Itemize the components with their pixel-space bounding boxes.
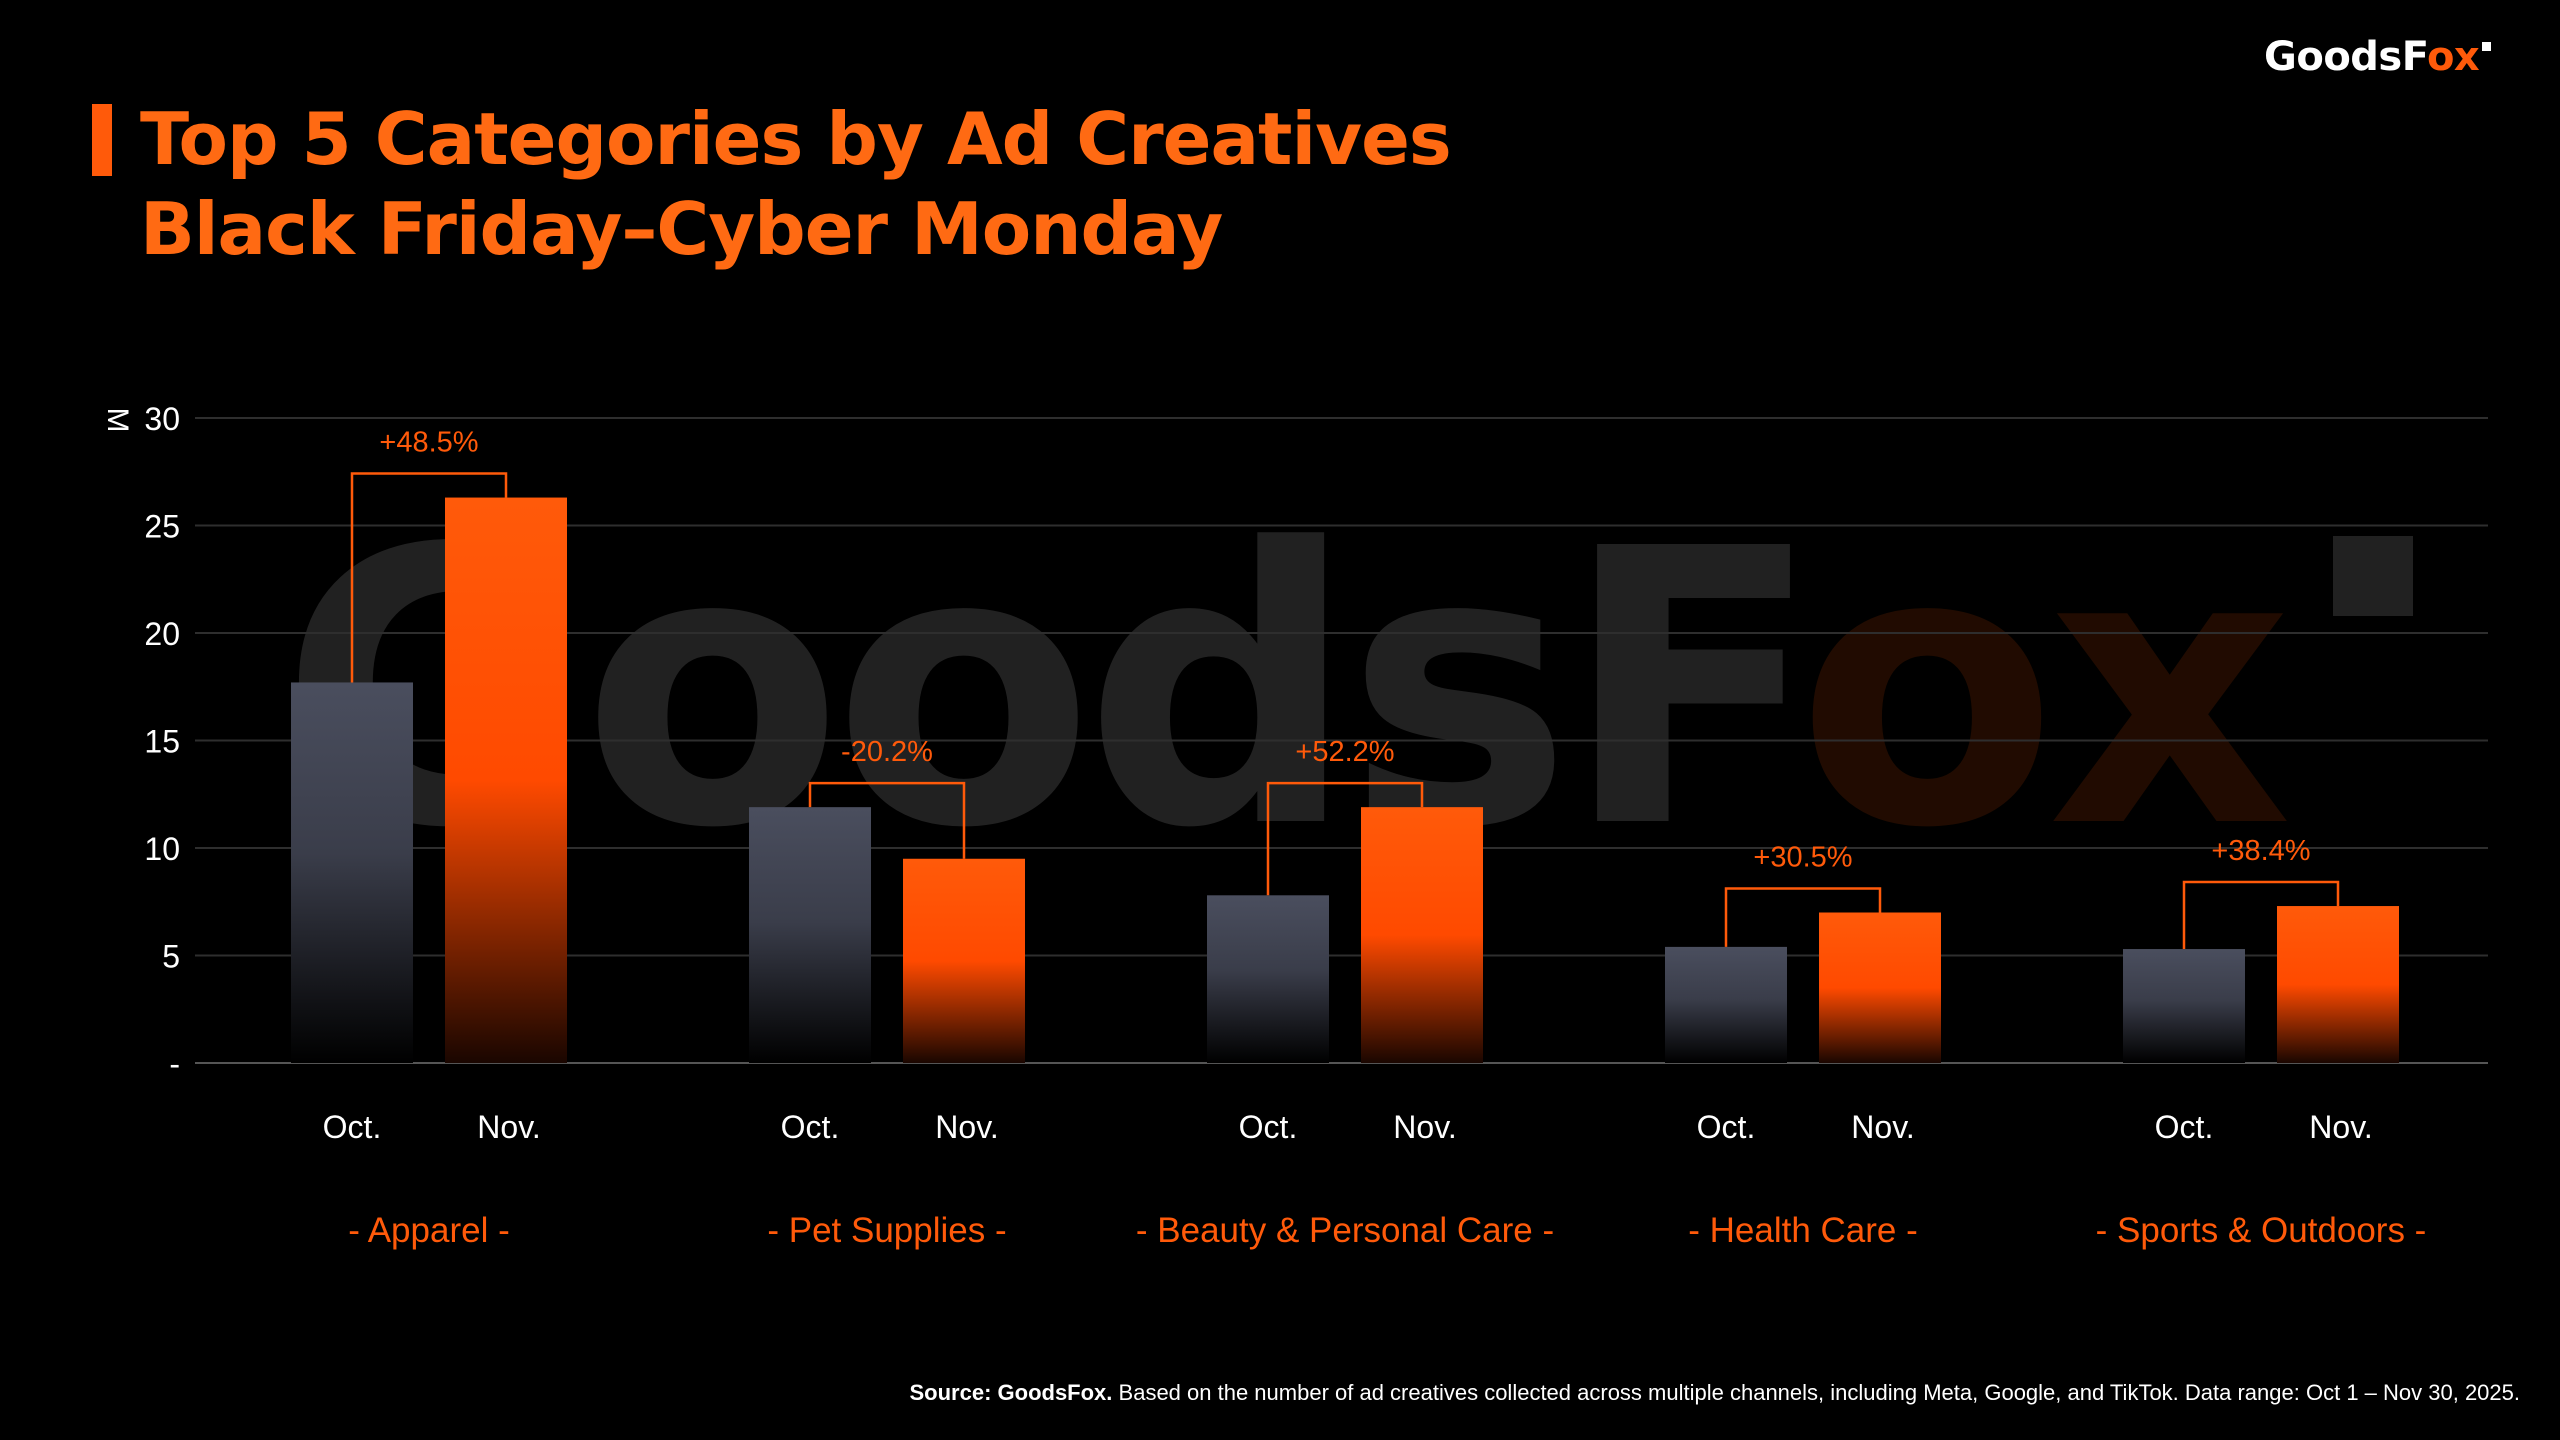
bar-nov	[1361, 807, 1483, 1063]
bar-label-oct: Oct.	[1239, 1109, 1298, 1145]
title-line-1: Top 5 Categories by Ad Creatives	[140, 97, 1452, 181]
bar-oct	[1665, 946, 1787, 1063]
category-label: - Health Care -	[1688, 1211, 1918, 1250]
bar-label-nov: Nov.	[477, 1109, 540, 1145]
watermark-dot	[2332, 536, 2413, 616]
change-bracket	[1724, 887, 1882, 947]
logo-text: GoodsF	[2264, 34, 2427, 80]
bar-oct	[2123, 949, 2245, 1063]
bar-oct	[291, 682, 413, 1063]
y-tick-label: 30	[144, 401, 180, 437]
change-bracket	[808, 781, 966, 859]
logo-accent: ox	[2426, 34, 2480, 80]
title-accent-bar	[92, 104, 112, 176]
category-label: - Sports & Outdoors -	[2096, 1211, 2427, 1250]
bar-oct	[749, 807, 871, 1063]
change-label: -20.2%	[841, 736, 933, 768]
change-bracket	[1266, 781, 1424, 896]
bar-nov	[2277, 906, 2399, 1063]
bar-label-nov: Nov.	[1393, 1109, 1456, 1145]
change-bracket	[350, 472, 508, 683]
source-note: Source: GoodsFox. Based on the number of…	[910, 1380, 2521, 1406]
bar-label-nov: Nov.	[2309, 1109, 2372, 1145]
goodsfox-logo: GoodsFox	[2264, 34, 2492, 80]
category-label: - Beauty & Personal Care -	[1136, 1211, 1554, 1250]
bar-nov	[445, 497, 567, 1063]
bar-label-oct: Oct.	[323, 1109, 382, 1145]
change-label: +52.2%	[1295, 736, 1394, 768]
chart-title: Top 5 Categories by Ad Creatives Black F…	[140, 94, 1452, 274]
source-text: Based on the number of ad creatives coll…	[1112, 1380, 2520, 1405]
source-label: Source: GoodsFox.	[909, 1380, 1113, 1405]
logo-dot	[2482, 42, 2492, 51]
change-label: +30.5%	[1753, 842, 1852, 874]
y-tick-label: 5	[162, 939, 180, 975]
bar-nov	[903, 858, 1025, 1063]
change-bracket	[2182, 880, 2340, 950]
y-tick-label: 15	[144, 724, 180, 760]
category-label: - Pet Supplies -	[767, 1211, 1006, 1250]
bar-label-nov: Nov.	[1851, 1109, 1914, 1145]
bar-label-oct: Oct.	[2155, 1109, 2214, 1145]
y-tick-label: 10	[144, 831, 180, 867]
bar-label-oct: Oct.	[1697, 1109, 1756, 1145]
category-label: - Apparel -	[348, 1211, 509, 1250]
title-line-2: Black Friday–Cyber Monday	[140, 187, 1223, 271]
bar-label-oct: Oct.	[781, 1109, 840, 1145]
bar-oct	[1207, 895, 1329, 1063]
change-label: +48.5%	[379, 427, 478, 459]
y-tick-label: -	[169, 1046, 180, 1082]
bar-nov	[1819, 912, 1941, 1063]
change-label: +38.4%	[2211, 835, 2310, 867]
bar-label-nov: Nov.	[935, 1109, 998, 1145]
y-tick-label: 25	[144, 509, 180, 545]
y-tick-label: 20	[144, 616, 180, 652]
y-axis-label: M	[101, 408, 134, 433]
watermark-accent: ox	[1796, 468, 2292, 911]
